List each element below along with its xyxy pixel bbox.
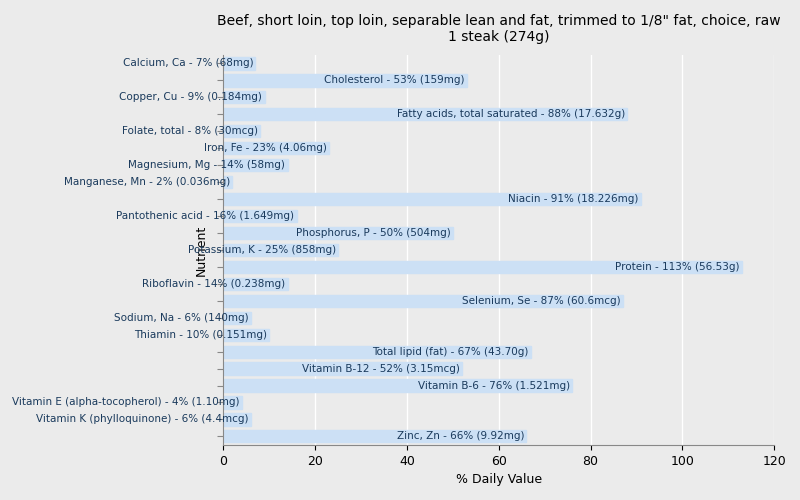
- Bar: [223, 294, 622, 307]
- Text: Niacin - 91% (18.226mg): Niacin - 91% (18.226mg): [509, 194, 638, 204]
- Text: Vitamin B-12 - 52% (3.15mcg): Vitamin B-12 - 52% (3.15mcg): [302, 364, 460, 374]
- Text: Copper, Cu - 9% (0.184mg): Copper, Cu - 9% (0.184mg): [119, 92, 262, 102]
- Bar: [223, 362, 462, 374]
- Bar: [223, 414, 251, 426]
- Bar: [223, 58, 255, 70]
- Bar: [223, 92, 265, 104]
- Text: Calcium, Ca - 7% (68mg): Calcium, Ca - 7% (68mg): [122, 58, 253, 68]
- Bar: [223, 328, 270, 341]
- Text: Sodium, Na - 6% (140mg): Sodium, Na - 6% (140mg): [114, 312, 249, 322]
- Bar: [223, 396, 242, 408]
- Bar: [223, 278, 287, 290]
- Text: Riboflavin - 14% (0.238mg): Riboflavin - 14% (0.238mg): [142, 279, 286, 289]
- Text: Zinc, Zn - 66% (9.92mg): Zinc, Zn - 66% (9.92mg): [397, 432, 524, 442]
- Bar: [223, 125, 260, 138]
- Bar: [223, 142, 329, 154]
- Bar: [223, 108, 627, 120]
- Text: Vitamin K (phylloquinone) - 6% (4.4mcg): Vitamin K (phylloquinone) - 6% (4.4mcg): [36, 414, 249, 424]
- Text: Magnesium, Mg - 14% (58mg): Magnesium, Mg - 14% (58mg): [129, 160, 286, 170]
- Text: Protein - 113% (56.53g): Protein - 113% (56.53g): [615, 262, 740, 272]
- Bar: [223, 244, 338, 256]
- Text: Iron, Fe - 23% (4.06mg): Iron, Fe - 23% (4.06mg): [204, 143, 326, 153]
- Bar: [223, 261, 742, 273]
- Title: Beef, short loin, top loin, separable lean and fat, trimmed to 1/8" fat, choice,: Beef, short loin, top loin, separable le…: [217, 14, 781, 44]
- Text: Fatty acids, total saturated - 88% (17.632g): Fatty acids, total saturated - 88% (17.6…: [397, 110, 625, 120]
- Text: Pantothenic acid - 16% (1.649mg): Pantothenic acid - 16% (1.649mg): [117, 211, 294, 221]
- Text: Vitamin E (alpha-tocopherol) - 4% (1.10mg): Vitamin E (alpha-tocopherol) - 4% (1.10m…: [12, 398, 239, 407]
- Text: Thiamin - 10% (0.151mg): Thiamin - 10% (0.151mg): [134, 330, 267, 340]
- Bar: [223, 430, 526, 442]
- Bar: [223, 346, 531, 358]
- Text: Manganese, Mn - 2% (0.036mg): Manganese, Mn - 2% (0.036mg): [64, 177, 230, 187]
- Bar: [223, 312, 251, 324]
- Bar: [223, 227, 453, 239]
- Bar: [223, 176, 233, 188]
- Text: Selenium, Se - 87% (60.6mcg): Selenium, Se - 87% (60.6mcg): [462, 296, 621, 306]
- Bar: [223, 380, 572, 392]
- Text: Vitamin B-6 - 76% (1.521mg): Vitamin B-6 - 76% (1.521mg): [418, 380, 570, 390]
- Text: Cholesterol - 53% (159mg): Cholesterol - 53% (159mg): [324, 76, 464, 86]
- Y-axis label: Nutrient: Nutrient: [194, 224, 207, 276]
- Bar: [223, 193, 641, 205]
- X-axis label: % Daily Value: % Daily Value: [456, 473, 542, 486]
- Bar: [223, 74, 466, 86]
- Text: Potassium, K - 25% (858mg): Potassium, K - 25% (858mg): [188, 245, 336, 255]
- Text: Total lipid (fat) - 67% (43.70g): Total lipid (fat) - 67% (43.70g): [372, 346, 529, 356]
- Bar: [223, 210, 297, 222]
- Bar: [223, 159, 287, 172]
- Text: Folate, total - 8% (30mcg): Folate, total - 8% (30mcg): [122, 126, 258, 136]
- Text: Phosphorus, P - 50% (504mg): Phosphorus, P - 50% (504mg): [296, 228, 450, 238]
